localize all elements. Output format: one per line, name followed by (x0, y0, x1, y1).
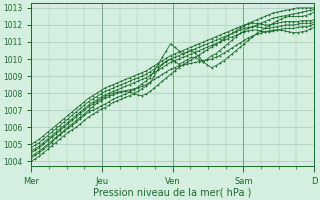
X-axis label: Pression niveau de la mer( hPa ): Pression niveau de la mer( hPa ) (93, 187, 252, 197)
